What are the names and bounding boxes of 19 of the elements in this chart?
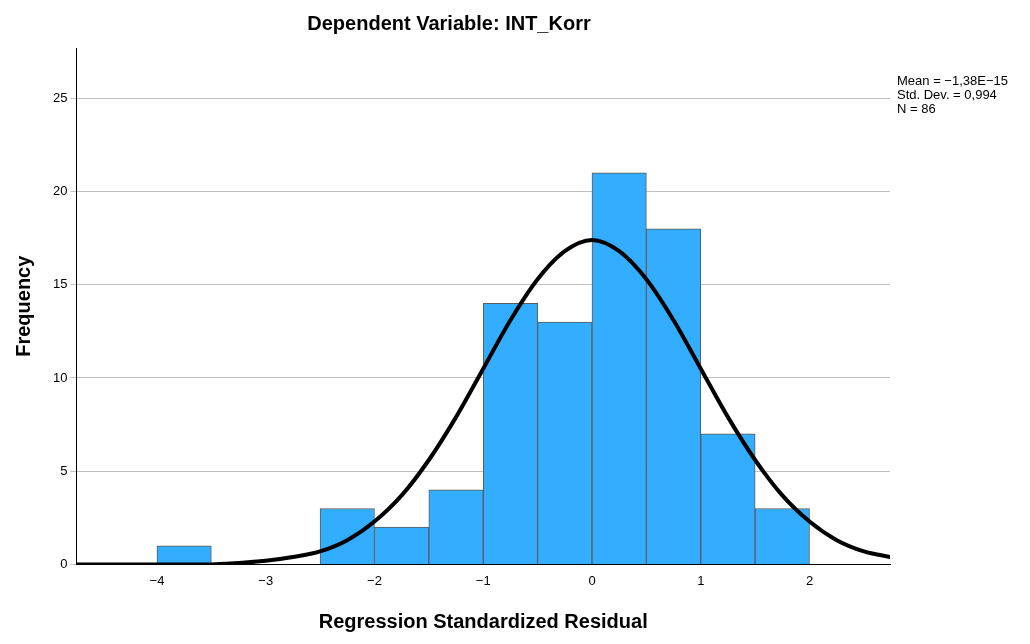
x-tick-label: −3 (258, 572, 274, 588)
chart-title: Dependent Variable: INT_Korr (307, 11, 591, 34)
x-tick-label: −1 (475, 572, 491, 588)
y-tick-label: 25 (52, 89, 68, 105)
x-tick-label: −2 (367, 572, 382, 588)
y-tick-label: 5 (60, 462, 68, 478)
y-tick-label: 15 (52, 276, 68, 292)
y-tick-label: 20 (52, 183, 68, 199)
x-axis-title: Regression Standardized Residual (318, 609, 648, 632)
y-tick-label: 10 (52, 369, 68, 385)
text: Std. Dev. = 0,994 (897, 87, 998, 102)
x-tick-label: 2 (805, 572, 814, 588)
x-tick-label: 1 (697, 572, 705, 588)
text: Mean = −1,38E−15 (897, 73, 1008, 88)
y-tick-label: 0 (60, 555, 68, 571)
y-axis-title: Frequency (11, 254, 34, 357)
text: N = 86 (897, 101, 937, 116)
x-tick-label: 0 (588, 572, 596, 588)
x-tick-label: −4 (149, 572, 165, 588)
